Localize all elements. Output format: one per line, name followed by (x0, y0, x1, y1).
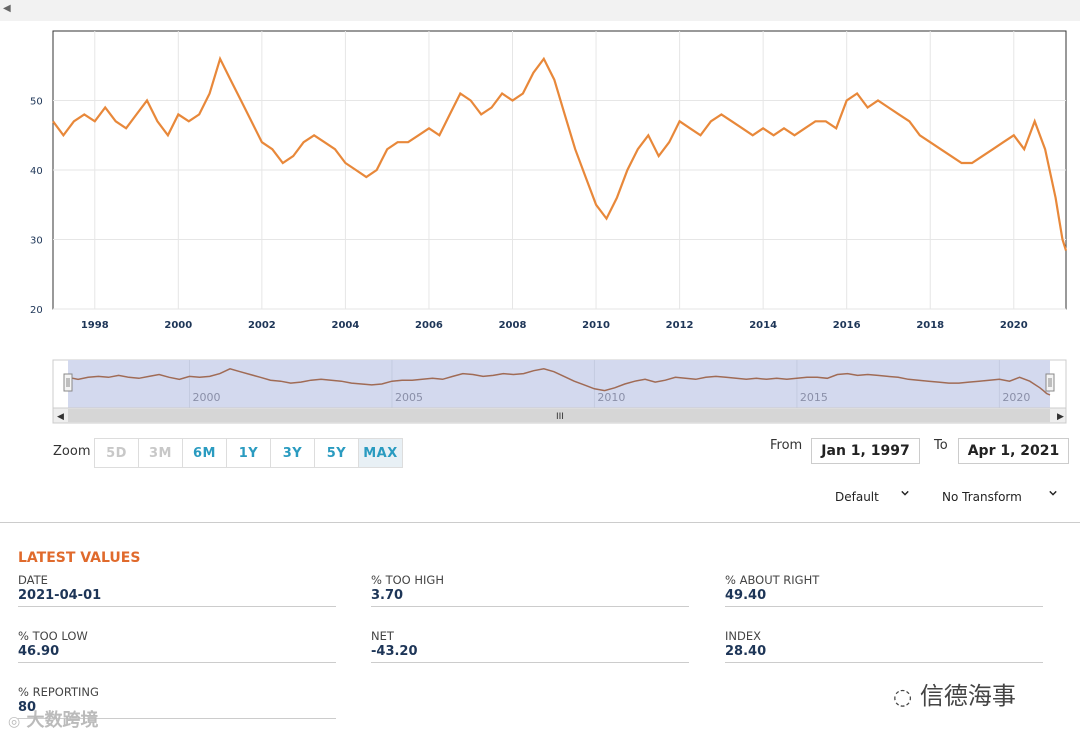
navigator-series-line (67, 368, 1051, 396)
x-tick-label: 2006 (415, 320, 443, 331)
field-label: DATE (18, 573, 48, 587)
from-label: From (770, 438, 803, 453)
section-divider (0, 522, 1080, 523)
field-label: % REPORTING (18, 685, 99, 699)
scrollbar-thumb[interactable] (68, 409, 1050, 422)
chevron-down-icon[interactable] (1049, 489, 1057, 497)
y-tick-label: 30 (30, 236, 43, 247)
to-date-input[interactable]: Apr 1, 2021 (958, 438, 1069, 464)
field-value: 3.70 (371, 588, 404, 603)
field-value: 2021-04-01 (18, 588, 102, 603)
navigator[interactable]: 2000 2005 2010 2015 2020 III ◀ ▶ (0, 357, 1080, 427)
field-value: 49.40 (725, 588, 767, 603)
latest-values-title: LATEST VALUES (18, 550, 141, 566)
navigator-tick-label: 2010 (597, 391, 625, 404)
x-tick-label: 2020 (1000, 320, 1028, 331)
field-value: -43.20 (371, 644, 418, 659)
to-label: To (934, 438, 948, 453)
chevron-down-icon[interactable] (901, 489, 909, 497)
field-label: INDEX (725, 629, 761, 643)
series-line (52, 55, 1068, 251)
transform-select[interactable]: No Transform (942, 490, 1022, 504)
navigator-selection[interactable] (68, 360, 1050, 408)
zoom-label: Zoom (53, 444, 91, 459)
watermark-right: ◌ 信德海事 (893, 682, 1016, 710)
zoom-button-max[interactable]: MAX (358, 438, 403, 468)
navigator-tick-label: 2005 (395, 391, 423, 404)
navigator-tick-label: 2015 (800, 391, 828, 404)
x-tick-label: 2012 (666, 320, 694, 331)
field-too-high: % TOO HIGH 3.70 (371, 573, 689, 607)
x-tick-label: 2018 (916, 320, 944, 331)
field-index: INDEX 28.40 (725, 629, 1043, 663)
watermark-left: ◎ 大数跨境 (8, 710, 99, 731)
scrollbar-grip-icon: III (556, 412, 564, 422)
x-tick-label: 2002 (248, 320, 276, 331)
field-label: % ABOUT RIGHT (725, 573, 820, 587)
zoom-button-group: 5D 3M 6M 1Y 3Y 5Y MAX (94, 438, 403, 468)
field-label: % TOO HIGH (371, 573, 444, 587)
zoom-button-5y[interactable]: 5Y (314, 438, 359, 468)
wechat-logo-icon: ◎ (8, 714, 21, 730)
zoom-button-3m[interactable]: 3M (138, 438, 183, 468)
field-label: % TOO LOW (18, 629, 88, 643)
field-value: 28.40 (725, 644, 767, 659)
field-reporting: % REPORTING 80 (18, 685, 336, 719)
field-value: 46.90 (18, 644, 60, 659)
navigator-tick-label: 2000 (192, 391, 220, 404)
wechat-logo-icon: ◌ (893, 685, 913, 710)
zoom-button-5d[interactable]: 5D (94, 438, 139, 468)
field-net: NET -43.20 (371, 629, 689, 663)
x-tick-label: 2008 (499, 320, 527, 331)
main-chart: 20 30 40 50 1998 2000 2002 2004 2006 2008 2010 201… (30, 30, 1068, 331)
top-bar: ◀ (0, 0, 1080, 21)
default-select[interactable]: Default (835, 490, 879, 504)
y-tick-label: 40 (30, 166, 43, 177)
zoom-button-6m[interactable]: 6M (182, 438, 227, 468)
scroll-right-icon[interactable]: ▶ (1057, 412, 1064, 422)
field-date: DATE 2021-04-01 (18, 573, 336, 607)
scroll-left-arrow-icon[interactable]: ◀ (3, 3, 11, 14)
field-label: NET (371, 629, 394, 643)
x-tick-label: 1998 (81, 320, 109, 331)
field-about-right: % ABOUT RIGHT 49.40 (725, 573, 1043, 607)
x-tick-label: 2016 (833, 320, 861, 331)
from-date-input[interactable]: Jan 1, 1997 (811, 438, 920, 464)
x-tick-label: 2004 (331, 320, 359, 331)
field-too-low: % TOO LOW 46.90 (18, 629, 336, 663)
navigator-tick-label: 2020 (1002, 391, 1030, 404)
navigator-left-handle[interactable] (63, 373, 73, 392)
scroll-left-icon[interactable]: ◀ (57, 412, 64, 422)
zoom-button-1y[interactable]: 1Y (226, 438, 271, 468)
field-value: 80 (18, 700, 37, 715)
x-tick-label: 2010 (582, 320, 610, 331)
navigator-right-handle[interactable] (1045, 373, 1055, 392)
y-tick-label: 20 (30, 305, 43, 316)
y-tick-label: 50 (30, 97, 43, 108)
x-tick-label: 2014 (749, 320, 777, 331)
zoom-button-3y[interactable]: 3Y (270, 438, 315, 468)
x-tick-label: 2000 (164, 320, 192, 331)
